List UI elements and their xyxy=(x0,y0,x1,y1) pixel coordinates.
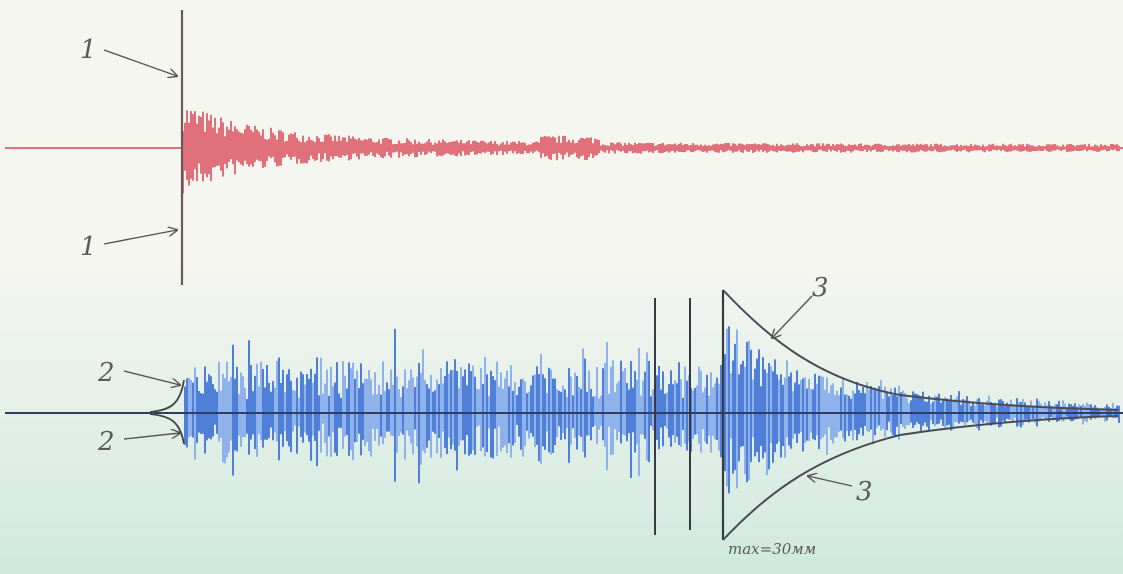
arrow-icon xyxy=(103,230,177,245)
arrow-icon xyxy=(103,49,177,76)
label-envelope-lower: 3 xyxy=(856,477,873,507)
arrow-icon xyxy=(123,433,180,440)
label-red-upper: 1 xyxy=(80,35,97,65)
label-envelope-upper: 3 xyxy=(812,273,829,303)
envelope-lower-curve xyxy=(722,415,1119,541)
max-amplitude-note: max=30мм xyxy=(728,540,816,558)
arrow-icon xyxy=(808,476,853,487)
label-blue-lower: 2 xyxy=(97,427,115,457)
red-trace xyxy=(182,110,1120,194)
arrow-icon xyxy=(123,370,180,385)
blue-first-arrival-mark xyxy=(149,379,185,445)
envelope-upper-curve xyxy=(722,289,1119,411)
label-red-lower: 1 xyxy=(80,232,97,262)
arrow-icon xyxy=(772,295,813,338)
label-blue-upper: 2 xyxy=(97,358,115,388)
